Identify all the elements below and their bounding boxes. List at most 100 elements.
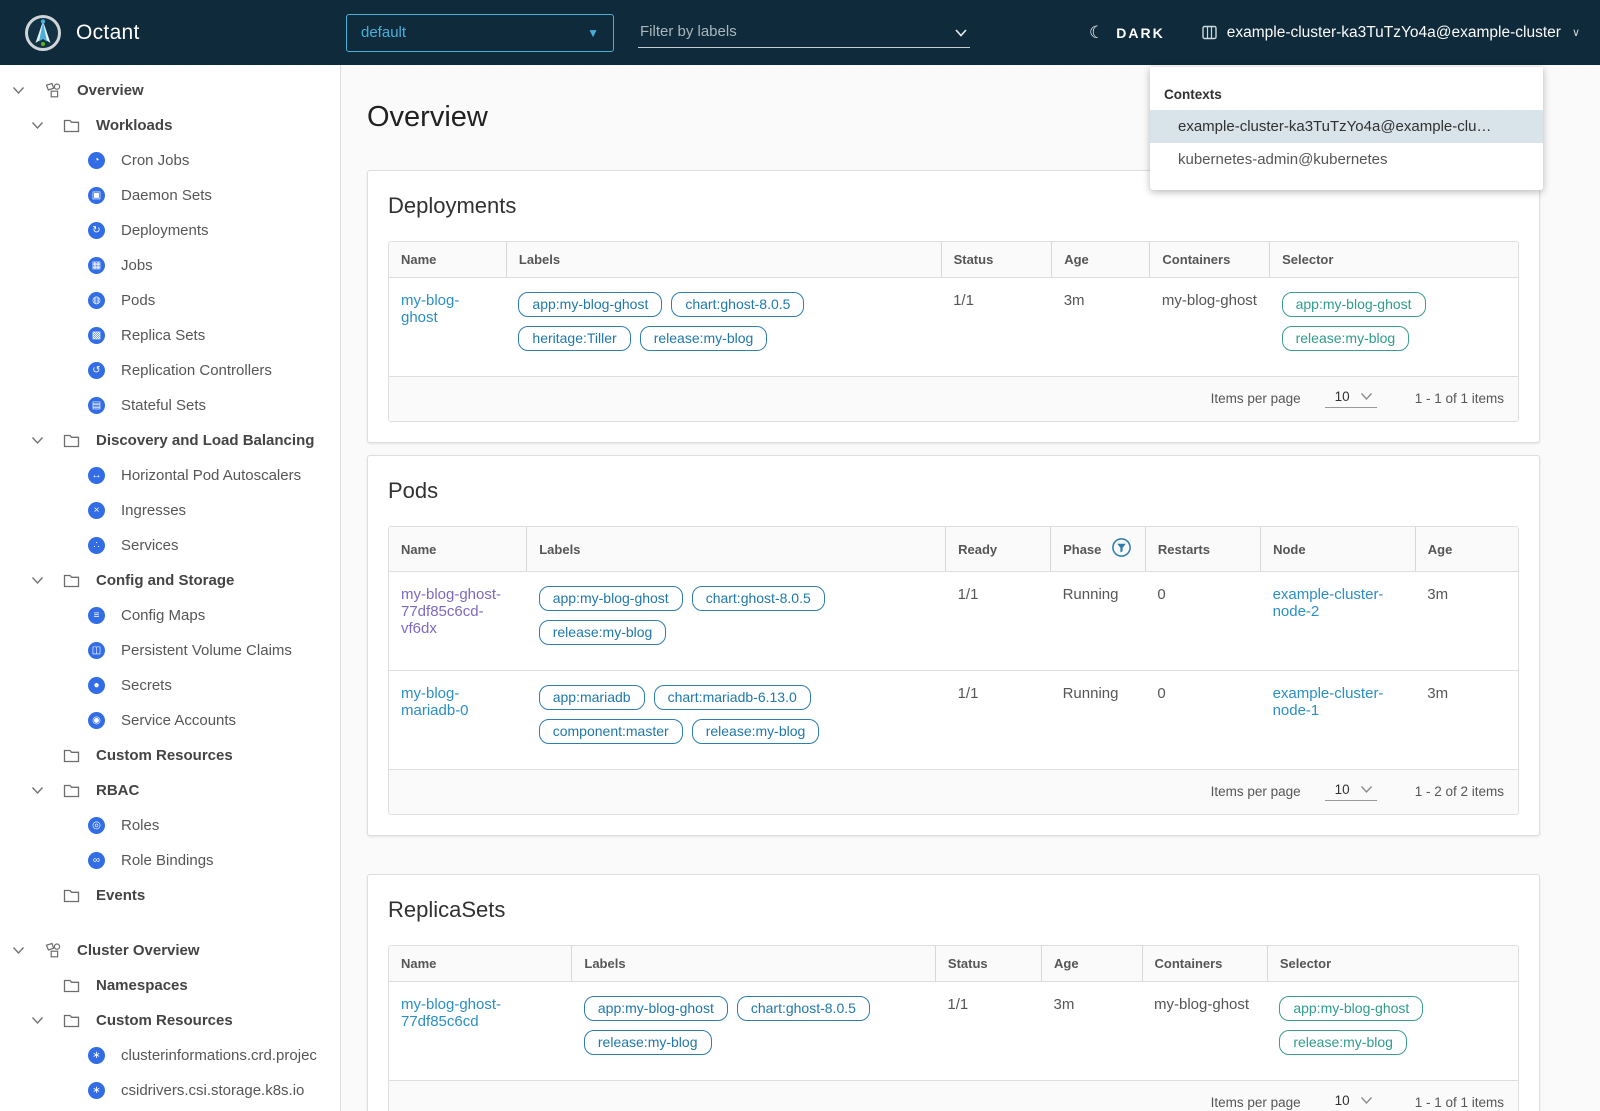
sidebar-item-persistent-volume-claims[interactable]: ◫ Persistent Volume Claims [0, 633, 340, 668]
sidebar-item-cron-jobs[interactable]: ◔ Cron Jobs [0, 143, 340, 178]
sidebar-item-cluster-overview[interactable]: Cluster Overview [0, 933, 340, 968]
chevron-down-icon[interactable] [12, 86, 44, 95]
sidebar-item-rbac[interactable]: RBAC [0, 773, 340, 808]
sidebar-item-roles[interactable]: ◎ Roles [0, 808, 340, 843]
context-menu-item[interactable]: example-cluster-ka3TuTzYo4a@example-clu… [1150, 110, 1543, 143]
selector-badge[interactable]: app:my-blog-ghost [1281, 292, 1426, 317]
page-size-select[interactable]: 10 [1325, 1092, 1377, 1111]
chevron-down-icon[interactable] [954, 25, 968, 43]
roles-icon: ◎ [88, 817, 114, 834]
cell-link: example-cluster-node-1 [1260, 670, 1416, 770]
chevron-down-icon[interactable] [31, 436, 63, 445]
column-header-restarts: Restarts [1144, 527, 1261, 572]
label-badge[interactable]: app:my-blog-ghost [518, 292, 663, 317]
sidebar-item-events[interactable]: Events [0, 878, 340, 913]
cell-link: my-blog-ghost-77df85c6cd-vf6dx [389, 571, 527, 671]
resource-link[interactable]: example-cluster-node-1 [1272, 685, 1384, 719]
selector-badge[interactable]: app:my-blog-ghost [1279, 996, 1424, 1021]
sidebar-item-label: Service Accounts [121, 712, 237, 729]
sidebar-item-secrets[interactable]: ● Secrets [0, 668, 340, 703]
crd-icon: ∗ [88, 1047, 114, 1064]
chevron-down-icon[interactable] [12, 946, 44, 955]
resource-link[interactable]: my-blog-ghost-77df85c6cd-vf6dx [401, 586, 502, 637]
sidebar-item-ingresses[interactable]: × Ingresses [0, 493, 340, 528]
resource-link[interactable]: my-blog-ghost [401, 292, 460, 326]
dark-mode-toggle[interactable]: ☾ DARK [1089, 23, 1165, 43]
sidebar-item-service-accounts[interactable]: ◉ Service Accounts [0, 703, 340, 738]
octant-logo-icon [25, 14, 61, 51]
resource-link[interactable]: my-blog-ghost-77df85c6cd [401, 996, 502, 1030]
resource-link[interactable]: example-cluster-node-2 [1272, 586, 1384, 620]
label-badge[interactable]: chart:ghost-8.0.5 [671, 292, 805, 317]
label-badge[interactable]: app:mariadb [538, 685, 645, 710]
label-badge[interactable]: heritage:Tiller [518, 326, 631, 351]
namespace-value: default [361, 24, 407, 41]
label-badge[interactable]: chart:ghost-8.0.5 [736, 996, 870, 1021]
label-badge[interactable]: release:my-blog [639, 326, 768, 351]
sidebar-item-role-bindings[interactable]: ∞ Role Bindings [0, 843, 340, 878]
cell-text: 1/1 [945, 571, 1051, 671]
cell-text: my-blog-ghost [1142, 981, 1268, 1081]
sidebar-item-services[interactable]: ∴ Services [0, 528, 340, 563]
label-filter-input[interactable] [638, 17, 970, 48]
column-header-containers: Containers [1149, 242, 1270, 278]
sidebar-item-label: RBAC [96, 782, 140, 799]
label-badge[interactable]: chart:ghost-8.0.5 [691, 586, 825, 611]
sidebar-item-csidrivers-csi-storage-k8s-io[interactable]: ∗ csidrivers.csi.storage.k8s.io [0, 1073, 340, 1108]
sidebar-item-config-and-storage[interactable]: Config and Storage [0, 563, 340, 598]
namespace-select[interactable]: default ▼ [346, 13, 614, 52]
sidebar-item-custom-resources[interactable]: Custom Resources [0, 1003, 340, 1038]
sidebar-item-pods[interactable]: ◍ Pods [0, 283, 340, 318]
sidebar-item-workloads[interactable]: Workloads [0, 108, 340, 143]
label-filter [638, 17, 970, 48]
sidebar-item-custom-resources[interactable]: Custom Resources [0, 738, 340, 773]
sidebar-item-replica-sets[interactable]: ▩ Replica Sets [0, 318, 340, 353]
label-badge[interactable]: component:master [538, 719, 683, 744]
sidebar-item-deployments[interactable]: ↻ Deployments [0, 213, 340, 248]
context-menu-item[interactable]: kubernetes-admin@kubernetes [1178, 151, 1388, 168]
card-pods: Pods Name Labels Ready Phase Restarts Node Age m… [367, 455, 1540, 836]
sidebar-item-overview[interactable]: Overview [0, 73, 340, 108]
replication-controllers-icon: ↺ [88, 362, 114, 379]
sidebar-item-namespaces[interactable]: Namespaces [0, 968, 340, 1003]
chevron-down-icon[interactable] [31, 576, 63, 585]
sidebar: Overview Workloads ◔ Cron Jobs ▣ Daemon Sets ↻… [0, 65, 341, 1111]
page-size-select[interactable]: 10 [1324, 388, 1377, 408]
sidebar-item-daemon-sets[interactable]: ▣ Daemon Sets [0, 178, 340, 213]
sidebar-item-jobs[interactable]: ▦ Jobs [0, 248, 340, 283]
config-maps-icon: ≡ [88, 607, 114, 624]
column-header-labels: Labels [571, 946, 936, 982]
label-badge[interactable]: app:my-blog-ghost [583, 996, 728, 1021]
cell-badges: app:my-blog-ghost chart:ghost-8.0.5 releas… [571, 981, 936, 1081]
label-badge[interactable]: chart:mariadb-6.13.0 [653, 685, 811, 710]
column-header-status: Status [940, 242, 1052, 278]
selector-badge[interactable]: release:my-blog [1279, 1030, 1407, 1055]
chevron-down-icon[interactable] [31, 121, 63, 130]
sidebar-item-horizontal-pod-autoscalers[interactable]: ↔ Horizontal Pod Autoscalers [0, 458, 340, 493]
label-badge[interactable]: release:my-blog [691, 719, 820, 744]
objects-icon [44, 942, 70, 959]
sidebar-item-replication-controllers[interactable]: ↺ Replication Controllers [0, 353, 340, 388]
selector-badge[interactable]: release:my-blog [1281, 326, 1410, 351]
service-accounts-icon: ◉ [88, 712, 114, 729]
resource-link[interactable]: my-blog-mariadb-0 [401, 685, 469, 719]
table-row: my-blog-ghost app:my-blog-ghost chart:ghos… [389, 277, 1518, 377]
context-value: example-cluster-ka3TuTzYo4a@example-clus… [1226, 23, 1561, 41]
sidebar-item-clusterinformations-crd-projec[interactable]: ∗ clusterinformations.crd.projec [0, 1038, 340, 1073]
sidebar-item-discovery-and-load-balancing[interactable]: Discovery and Load Balancing [0, 423, 340, 458]
sidebar-item-label: Services [121, 537, 179, 554]
chevron-down-icon[interactable] [31, 786, 63, 795]
filter-icon[interactable] [1111, 537, 1132, 561]
label-badge[interactable]: release:my-blog [583, 1030, 712, 1055]
cell-badges: app:my-blog-ghost chart:ghost-8.0.5 releas… [526, 571, 946, 671]
label-badge[interactable]: app:my-blog-ghost [538, 586, 683, 611]
folder-icon [63, 118, 89, 133]
label-badge[interactable]: release:my-blog [538, 620, 667, 645]
sidebar-item-label: csidrivers.csi.storage.k8s.io [121, 1082, 305, 1099]
page-size-select[interactable]: 10 [1324, 781, 1377, 801]
chevron-down-icon[interactable] [31, 1016, 63, 1025]
sidebar-item-stateful-sets[interactable]: ▤ Stateful Sets [0, 388, 340, 423]
cell-link: my-blog-ghost-77df85c6cd [389, 981, 572, 1081]
context-selector[interactable]: example-cluster-ka3TuTzYo4a@example-clus… [1201, 24, 1580, 42]
sidebar-item-config-maps[interactable]: ≡ Config Maps [0, 598, 340, 633]
